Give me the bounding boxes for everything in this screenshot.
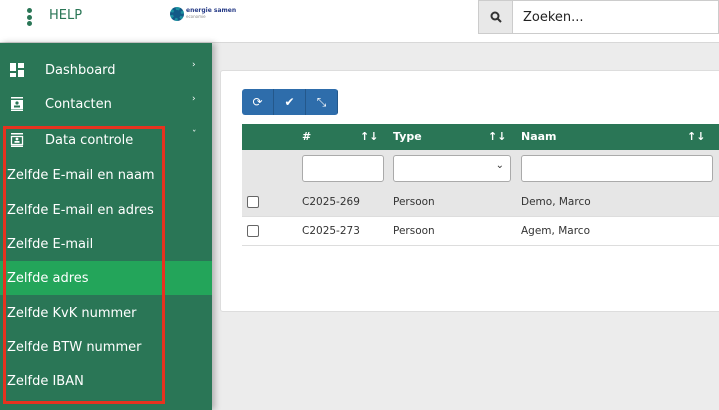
row-checkbox[interactable]	[247, 225, 259, 237]
column-header-naam[interactable]: Naam	[521, 130, 557, 143]
sidebar-subitem-email-adres[interactable]: Zelfde E-mail en adres	[7, 202, 154, 218]
logo: energie samen economie	[170, 7, 236, 21]
sidebar: Dashboard › Contacten › Data controle ˇ Zel…	[0, 43, 212, 410]
sort-icon[interactable]: ↑↓	[488, 130, 507, 143]
chevron-down-icon: ˇ	[192, 130, 197, 140]
check-icon: ✔	[284, 95, 295, 109]
kebab-menu-icon[interactable]	[26, 8, 32, 26]
table-header: # ↑↓ Type ↑↓ Naam ↑↓	[242, 124, 719, 150]
help-link[interactable]: HELP	[49, 8, 83, 23]
table-row[interactable]: C2025-269 Persoon Demo, Marco	[242, 188, 719, 217]
data-check-icon	[10, 133, 24, 147]
compress-button[interactable]: ⤡	[306, 89, 338, 115]
sort-icon[interactable]: ↑↓	[360, 130, 379, 143]
row-checkbox[interactable]	[247, 196, 259, 208]
sidebar-subitem-email[interactable]: Zelfde E-mail	[7, 236, 94, 252]
column-header-type[interactable]: Type	[393, 130, 422, 143]
table-row[interactable]: C2025-273 Persoon Agem, Marco	[242, 217, 719, 246]
search-button[interactable]	[479, 1, 513, 33]
toolbar: ⟳ ✔ ⤡	[242, 89, 338, 115]
sidebar-item-data-controle[interactable]: Data controle ˇ	[0, 123, 212, 157]
sidebar-subitem-btw[interactable]: Zelfde BTW nummer	[7, 339, 142, 355]
sidebar-subitem-email-naam[interactable]: Zelfde E-mail en naam	[7, 167, 155, 183]
filter-row: ⌄	[242, 150, 719, 188]
dashboard-icon	[10, 63, 24, 77]
type-filter-select[interactable]: ⌄	[393, 155, 511, 182]
compress-icon: ⤡	[316, 94, 327, 109]
sort-icon[interactable]: ↑↓	[687, 130, 706, 143]
column-header-id[interactable]: #	[302, 130, 312, 143]
search-icon	[490, 11, 502, 23]
refresh-button[interactable]: ⟳	[242, 89, 274, 115]
sidebar-item-contacten[interactable]: Contacten ›	[0, 87, 212, 121]
search-input[interactable]	[513, 1, 718, 33]
chevron-down-icon: ⌄	[495, 160, 504, 171]
id-filter-input[interactable]	[302, 155, 384, 182]
sidebar-subitem-iban[interactable]: Zelfde IBAN	[7, 373, 84, 389]
sidebar-subitem-kvk[interactable]: Zelfde KvK nummer	[7, 305, 137, 321]
chevron-right-icon: ›	[192, 60, 196, 70]
top-bar: HELP energie samen economie	[0, 0, 719, 43]
contact-card-icon	[11, 97, 23, 111]
naam-filter-input[interactable]	[521, 155, 713, 182]
check-button[interactable]: ✔	[274, 89, 306, 115]
sidebar-item-dashboard[interactable]: Dashboard ›	[0, 53, 212, 87]
chevron-right-icon: ›	[192, 94, 196, 104]
search-box	[478, 0, 719, 34]
sidebar-subitem-adres[interactable]: Zelfde adres	[0, 261, 212, 295]
refresh-icon: ⟳	[252, 95, 263, 109]
